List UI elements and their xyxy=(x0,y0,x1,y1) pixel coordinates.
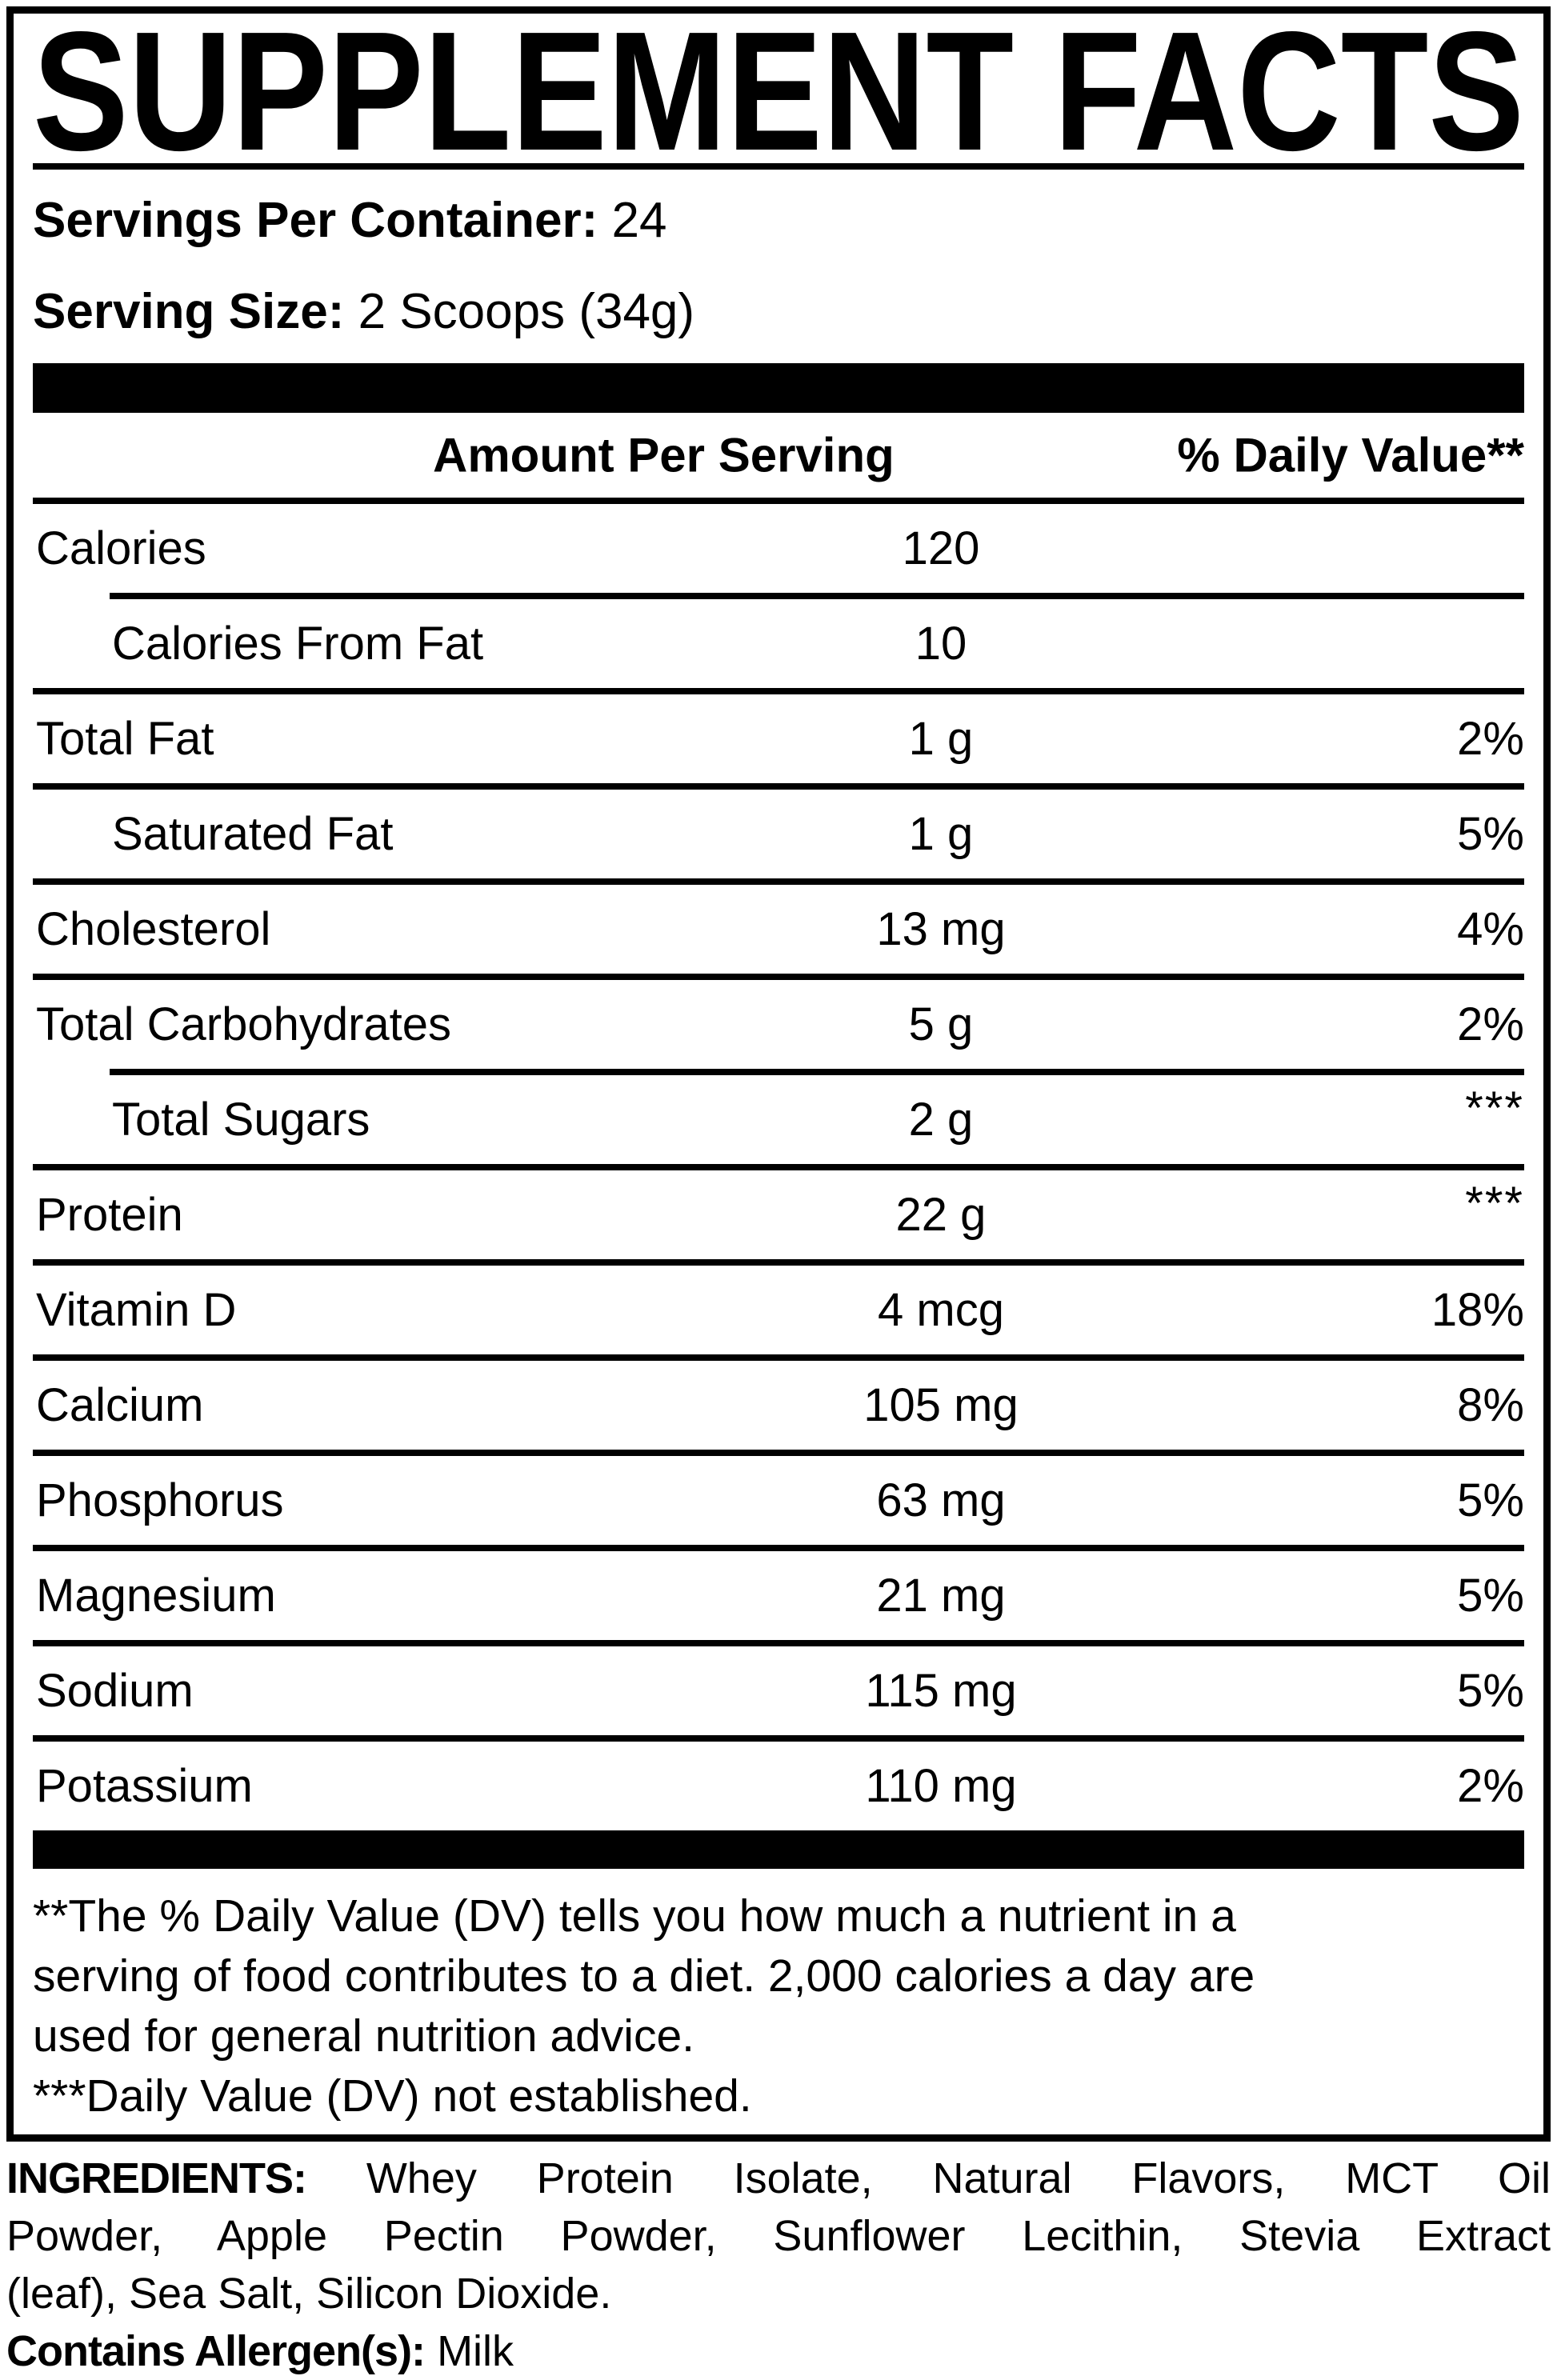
supplement-facts-panel: SUPPLEMENT FACTS Servings Per Container:… xyxy=(6,6,1551,2142)
table-row: Potassium 110 mg 2% xyxy=(33,1742,1524,1830)
table-row: Cholesterol 13 mg 4% xyxy=(33,885,1524,974)
table-row: Phosphorus 63 mg 5% xyxy=(33,1456,1524,1545)
nutrient-amount: 4 mcg xyxy=(878,1284,1004,1336)
divider xyxy=(33,1735,1524,1742)
table-row: Vitamin D 4 mcg 18% xyxy=(33,1266,1524,1354)
nutrient-amount: 2 g xyxy=(908,1094,974,1146)
table-row: Calcium 105 mg 8% xyxy=(33,1361,1524,1450)
nutrient-dv: 2% xyxy=(1457,1760,1524,1812)
footnote-line: ***Daily Value (DV) not established. xyxy=(33,2070,752,2122)
nutrient-name: Total Fat xyxy=(36,713,214,765)
nutrient-name: Phosphorus xyxy=(36,1474,284,1526)
nutrient-dv: 5% xyxy=(1457,1665,1524,1717)
ingredients-line: INGREDIENTS: Whey Protein Isolate, Natur… xyxy=(6,2150,1551,2207)
footnote-line: serving of food contributes to a diet. 2… xyxy=(33,1950,1255,2002)
nutrient-dv: 18% xyxy=(1431,1284,1524,1336)
nutrient-amount: 10 xyxy=(915,618,967,670)
divider xyxy=(33,1545,1524,1551)
ingredients-label: INGREDIENTS: xyxy=(6,2154,307,2202)
divider xyxy=(33,1259,1524,1266)
ingredients-text: Whey Protein Isolate, Natural Flavors, M… xyxy=(366,2154,1551,2202)
nutrient-name: Vitamin D xyxy=(36,1284,237,1336)
divider xyxy=(33,974,1524,980)
nutrient-name: Total Carbohydrates xyxy=(36,998,452,1050)
divider xyxy=(33,163,1524,170)
servings-per-container: Servings Per Container: 24 xyxy=(33,192,1524,250)
nutrient-amount: 1 g xyxy=(908,808,974,860)
divider xyxy=(33,783,1524,790)
divider xyxy=(33,1354,1524,1361)
thick-separator-bar xyxy=(33,363,1524,413)
table-row: Total Fat 1 g 2% xyxy=(33,694,1524,783)
nutrient-name: Sodium xyxy=(36,1665,194,1717)
panel-title-wrap: SUPPLEMENT FACTS xyxy=(33,14,1524,155)
servings-label: Servings Per Container: xyxy=(33,193,598,248)
nutrient-dv-not-established: *** xyxy=(1465,1178,1524,1230)
serving-size: Serving Size: 2 Scoops (34g) xyxy=(33,283,1524,341)
nutrient-amount: 115 mg xyxy=(865,1665,1017,1717)
serving-size-value: 2 Scoops (34g) xyxy=(358,284,695,339)
nutrient-name: Magnesium xyxy=(36,1570,276,1622)
servings-value: 24 xyxy=(611,193,667,248)
table-row: Saturated Fat 1 g 5% xyxy=(33,790,1524,878)
table-row: Magnesium 21 mg 5% xyxy=(33,1551,1524,1640)
nutrient-name: Protein xyxy=(36,1189,183,1241)
nutrient-dv: 8% xyxy=(1457,1379,1524,1431)
nutrient-name: Calories From Fat xyxy=(112,618,484,670)
allergen-statement: Contains Allergen(s): Milk xyxy=(6,2322,1551,2380)
table-row: Protein 22 g *** xyxy=(33,1170,1524,1259)
page-title: SUPPLEMENT FACTS xyxy=(33,23,1524,155)
ingredients-line: Powder, Apple Pectin Powder, Sunflower L… xyxy=(6,2212,1551,2260)
divider xyxy=(110,1069,1524,1075)
ingredients-section: INGREDIENTS: Whey Protein Isolate, Natur… xyxy=(6,2150,1551,2380)
header-daily-value: % Daily Value** xyxy=(1177,428,1524,482)
nutrient-dv-not-established: *** xyxy=(1465,1082,1524,1134)
nutrient-dv: 4% xyxy=(1457,903,1524,955)
nutrient-name: Calories xyxy=(36,522,206,574)
table-header-row: Amount Per Serving % Daily Value** xyxy=(33,413,1524,498)
divider xyxy=(33,1450,1524,1456)
nutrient-amount: 110 mg xyxy=(865,1760,1017,1812)
divider xyxy=(33,688,1524,694)
allergen-value: Milk xyxy=(437,2327,514,2375)
nutrient-name: Calcium xyxy=(36,1379,204,1431)
thick-separator-bar xyxy=(33,1830,1524,1869)
table-row: Calories 120 xyxy=(33,504,1524,593)
serving-size-label: Serving Size: xyxy=(33,284,345,339)
footnote-line: **The % Daily Value (DV) tells you how m… xyxy=(33,1890,1236,1942)
nutrient-dv: 5% xyxy=(1457,1570,1524,1622)
nutrient-name: Potassium xyxy=(36,1760,253,1812)
daily-value-footnote: **The % Daily Value (DV) tells you how m… xyxy=(33,1869,1524,2134)
nutrient-dv: 5% xyxy=(1457,1474,1524,1526)
nutrient-amount: 21 mg xyxy=(876,1570,1006,1622)
nutrient-dv: 5% xyxy=(1457,808,1524,860)
table-row: Total Carbohydrates 5 g 2% xyxy=(33,980,1524,1069)
divider xyxy=(33,1164,1524,1170)
divider xyxy=(33,878,1524,885)
nutrient-amount: 63 mg xyxy=(876,1474,1006,1526)
nutrient-amount: 120 xyxy=(902,522,980,574)
nutrient-dv: 2% xyxy=(1457,713,1524,765)
nutrient-name: Total Sugars xyxy=(112,1094,370,1146)
nutrient-amount: 5 g xyxy=(908,998,974,1050)
divider xyxy=(33,1640,1524,1646)
ingredients-line: (leaf), Sea Salt, Silicon Dioxide. xyxy=(6,2270,612,2318)
header-amount-per-serving: Amount Per Serving xyxy=(433,428,895,482)
table-row: Total Sugars 2 g *** xyxy=(33,1075,1524,1164)
nutrient-dv: 2% xyxy=(1457,998,1524,1050)
nutrient-name: Cholesterol xyxy=(36,903,271,955)
table-row: Calories From Fat 10 xyxy=(33,599,1524,688)
nutrient-name: Saturated Fat xyxy=(112,808,394,860)
nutrient-amount: 1 g xyxy=(908,713,974,765)
panel-title-svg: SUPPLEMENT FACTS xyxy=(33,23,1524,155)
nutrient-amount: 105 mg xyxy=(863,1379,1019,1431)
divider xyxy=(110,593,1524,599)
footnote-line: used for general nutrition advice. xyxy=(33,2010,695,2062)
table-row: Sodium 115 mg 5% xyxy=(33,1646,1524,1735)
allergen-label: Contains Allergen(s): xyxy=(6,2327,426,2375)
nutrient-amount: 13 mg xyxy=(876,903,1006,955)
nutrient-amount: 22 g xyxy=(895,1189,987,1241)
divider xyxy=(33,498,1524,504)
